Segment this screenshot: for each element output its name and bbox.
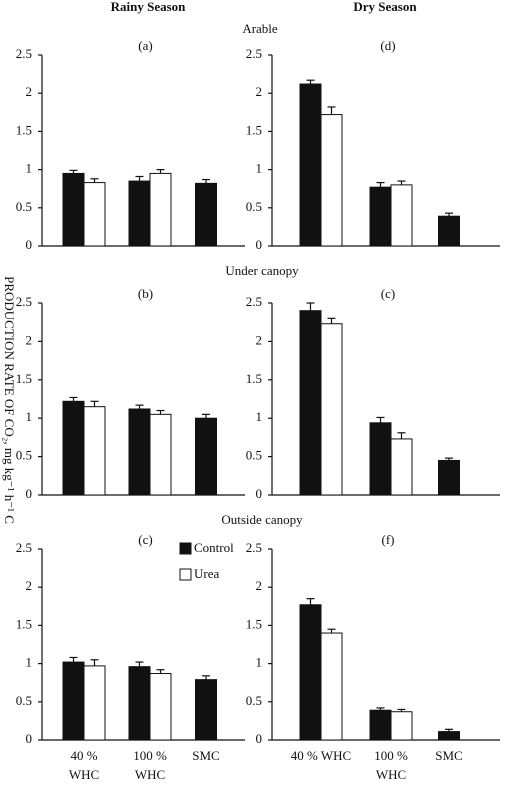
bar bbox=[128, 666, 151, 741]
bar bbox=[390, 184, 413, 247]
bar bbox=[83, 182, 106, 247]
y-tick-label: 2.5 bbox=[16, 540, 32, 555]
x-tick-label: 40 % WHC bbox=[291, 748, 351, 763]
bar bbox=[438, 215, 460, 247]
y-tick-label: 2 bbox=[26, 84, 33, 99]
bar bbox=[369, 186, 392, 247]
y-tick-label: 0 bbox=[26, 731, 33, 746]
x-tick-label: SMC bbox=[192, 748, 219, 763]
panel-label: (f) bbox=[382, 532, 395, 547]
legend-swatch bbox=[179, 542, 192, 555]
x-tick-label: 40 % WHC bbox=[69, 748, 99, 782]
panel-label: (c) bbox=[138, 532, 152, 547]
bar bbox=[299, 83, 322, 247]
bar bbox=[320, 632, 343, 741]
panel-label: (a) bbox=[138, 38, 152, 53]
legend-swatch bbox=[179, 568, 192, 581]
bar bbox=[195, 679, 217, 741]
y-tick-label: 1 bbox=[256, 161, 263, 176]
y-tick-label: 0.5 bbox=[16, 199, 32, 214]
y-tick-label: 1.5 bbox=[246, 122, 262, 137]
bar bbox=[299, 604, 322, 741]
y-tick-label: 1.5 bbox=[246, 371, 262, 386]
y-tick-label: 1 bbox=[26, 161, 33, 176]
panel-label: (d) bbox=[380, 38, 395, 53]
y-tick-label: 2.5 bbox=[16, 46, 32, 61]
y-tick-label: 0 bbox=[26, 237, 33, 252]
row-title: Under canopy bbox=[225, 263, 299, 278]
y-tick-label: 1.5 bbox=[246, 616, 262, 631]
y-tick-label: 2 bbox=[26, 332, 33, 347]
bar bbox=[195, 182, 217, 247]
bar bbox=[438, 459, 460, 496]
y-tick-label: 2.5 bbox=[16, 294, 32, 309]
bar bbox=[83, 665, 106, 741]
row-title: Outside canopy bbox=[221, 512, 303, 527]
y-tick-label: 1 bbox=[26, 409, 33, 424]
bar bbox=[320, 323, 343, 496]
legend-label: Control bbox=[194, 540, 234, 555]
column-title: Rainy Season bbox=[111, 0, 187, 14]
y-tick-label: 2 bbox=[256, 578, 263, 593]
y-tick-label: 1.5 bbox=[16, 371, 32, 386]
y-tick-label: 0.5 bbox=[246, 199, 262, 214]
y-tick-label: 0.5 bbox=[16, 448, 32, 463]
bar bbox=[369, 422, 392, 496]
bar bbox=[83, 406, 106, 496]
y-tick-label: 0.5 bbox=[16, 693, 32, 708]
bar bbox=[62, 661, 85, 741]
bar bbox=[149, 172, 172, 247]
y-tick-label: 2 bbox=[256, 84, 263, 99]
y-tick-label: 1 bbox=[26, 655, 33, 670]
bar bbox=[390, 711, 413, 741]
y-tick-label: 2 bbox=[26, 578, 33, 593]
y-tick-label: 0 bbox=[256, 237, 263, 252]
x-tick-label: SMC bbox=[435, 748, 462, 763]
bar bbox=[128, 408, 151, 496]
y-tick-label: 1.5 bbox=[16, 122, 32, 137]
bar bbox=[149, 413, 172, 496]
bar bbox=[128, 180, 151, 247]
bar bbox=[62, 400, 85, 496]
y-tick-label: 0.5 bbox=[246, 448, 262, 463]
y-axis-label: PRODUCTION RATE OF CO₂, mg kg⁻¹ h⁻¹ C bbox=[2, 276, 17, 524]
bar bbox=[195, 417, 217, 496]
y-tick-label: 2 bbox=[256, 332, 263, 347]
bar bbox=[438, 731, 460, 741]
y-tick-label: 2.5 bbox=[246, 540, 262, 555]
x-tick-label: 100 % WHC bbox=[374, 748, 408, 782]
bar bbox=[149, 673, 172, 741]
bar bbox=[390, 438, 413, 496]
bar bbox=[369, 709, 392, 741]
y-tick-label: 0 bbox=[256, 486, 263, 501]
row-title: Arable bbox=[242, 21, 278, 36]
x-tick-label: 100 % WHC bbox=[133, 748, 167, 782]
y-tick-label: 2.5 bbox=[246, 46, 262, 61]
y-tick-label: 2.5 bbox=[246, 294, 262, 309]
bar bbox=[320, 114, 343, 247]
y-tick-label: 0 bbox=[256, 731, 263, 746]
column-title: Dry Season bbox=[353, 0, 417, 14]
y-tick-label: 0.5 bbox=[246, 693, 262, 708]
y-tick-label: 1 bbox=[256, 655, 263, 670]
y-tick-label: 1 bbox=[256, 409, 263, 424]
panel-label: (c) bbox=[381, 286, 395, 301]
bar bbox=[299, 310, 322, 496]
panel-label: (b) bbox=[138, 286, 153, 301]
legend-label: Urea bbox=[194, 566, 219, 581]
bar bbox=[62, 172, 85, 247]
y-tick-label: 1.5 bbox=[16, 616, 32, 631]
y-tick-label: 0 bbox=[26, 486, 33, 501]
